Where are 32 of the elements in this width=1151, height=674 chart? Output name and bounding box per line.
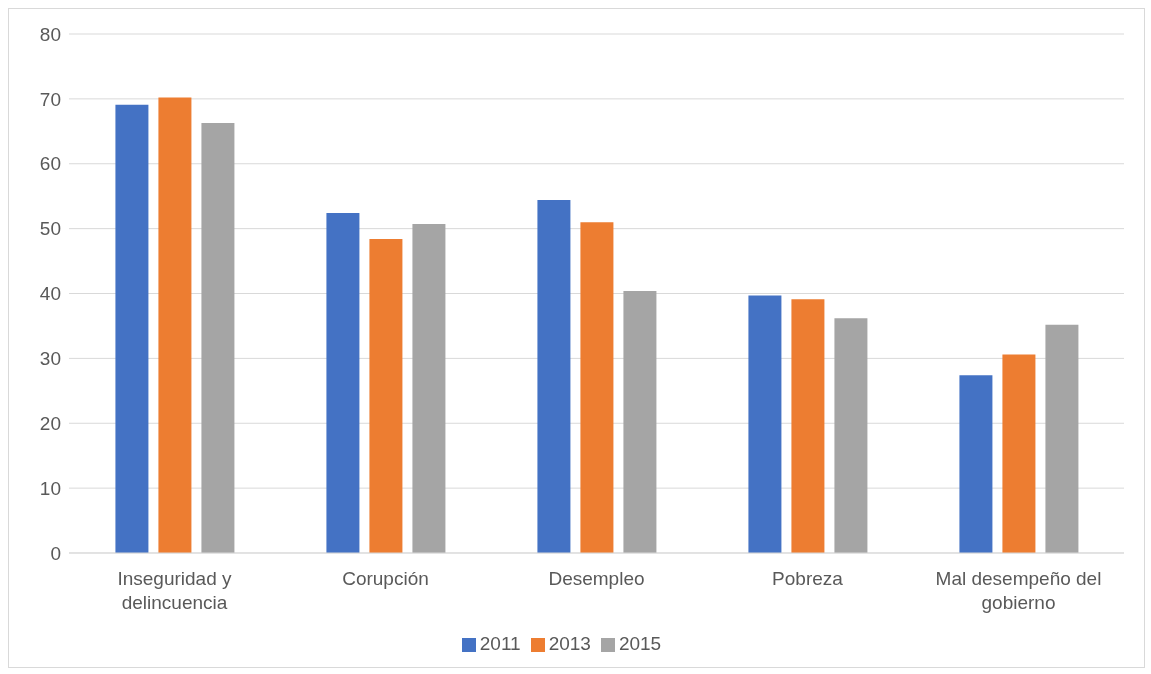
- x-tick-label: Pobreza: [772, 568, 844, 589]
- y-tick-label: 10: [39, 477, 61, 499]
- y-tick-label: 70: [39, 88, 61, 110]
- x-tick-label: Corupción: [342, 568, 429, 589]
- y-tick-label: 80: [39, 23, 61, 45]
- y-tick-label: 50: [39, 218, 61, 240]
- bar: [201, 122, 235, 553]
- bar: [623, 290, 657, 553]
- y-tick-label: 30: [39, 348, 61, 370]
- legend-label: 2011: [479, 633, 521, 654]
- bar: [1002, 354, 1036, 553]
- bar: [158, 97, 192, 553]
- x-tick-label: Mal desempeño del gobierno: [935, 568, 1102, 613]
- bar: [369, 239, 403, 553]
- bar: [412, 224, 446, 553]
- bar: [537, 200, 571, 553]
- bar: [115, 104, 149, 553]
- bar: [959, 375, 993, 553]
- y-tick-label: 40: [39, 283, 61, 305]
- x-tick-label: Inseguridad y delincuencia: [117, 568, 233, 613]
- bar: [580, 222, 614, 553]
- bar: [791, 299, 825, 553]
- bar: [326, 213, 360, 553]
- bar: [748, 295, 782, 553]
- bar: [834, 318, 868, 553]
- y-tick-label: 20: [39, 412, 61, 434]
- y-tick-label: 0: [50, 542, 61, 564]
- legend-label: 2013: [548, 633, 591, 654]
- y-tick-label: 60: [39, 153, 61, 175]
- legend-label: 2015: [618, 633, 662, 654]
- bar: [1045, 324, 1079, 553]
- x-tick-label: Desempleo: [548, 568, 645, 589]
